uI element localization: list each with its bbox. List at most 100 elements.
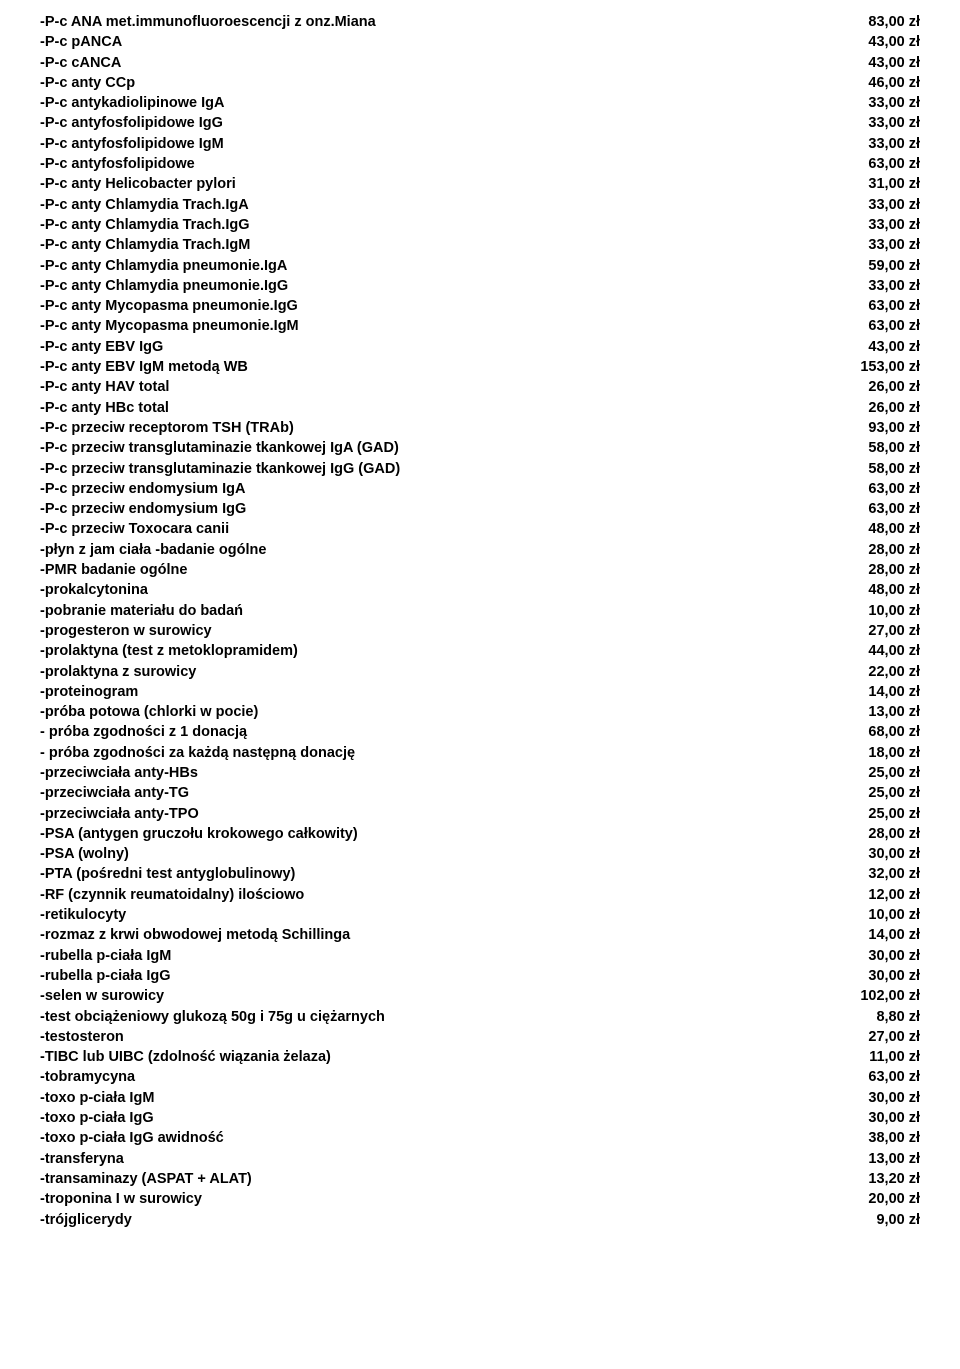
item-label: -rubella p-ciała IgG <box>40 966 171 986</box>
item-label: -P-c antyfosfolipidowe IgM <box>40 134 224 154</box>
item-price: 63,00 zł <box>856 479 920 499</box>
price-row: -P-c anty Chlamydia pneumonie.IgG33,00 z… <box>40 276 920 296</box>
price-row: -P-c cANCA43,00 zł <box>40 53 920 73</box>
price-row: -P-c anty Mycopasma pneumonie.IgM63,00 z… <box>40 316 920 336</box>
item-label: -retikulocyty <box>40 905 126 925</box>
item-price: 33,00 zł <box>856 195 920 215</box>
price-row: -P-c anty Mycopasma pneumonie.IgG63,00 z… <box>40 296 920 316</box>
price-row: -P-c anty Chlamydia Trach.IgM33,00 zł <box>40 235 920 255</box>
price-row: -retikulocyty 10,00 zł <box>40 905 920 925</box>
price-row: -tobramycyna63,00 zł <box>40 1067 920 1087</box>
item-price: 43,00 zł <box>856 53 920 73</box>
item-price: 33,00 zł <box>856 113 920 133</box>
item-price: 93,00 zł <box>856 418 920 438</box>
item-label: -PTA (pośredni test antyglobulinowy) <box>40 864 295 884</box>
item-label: -trójglicerydy <box>40 1210 132 1230</box>
item-label: -testosteron <box>40 1027 124 1047</box>
price-row: -transferyna13,00 zł <box>40 1149 920 1169</box>
price-row: -toxo p-ciała IgM30,00 zł <box>40 1088 920 1108</box>
item-price: 14,00 zł <box>856 925 920 945</box>
price-row: -rozmaz z krwi obwodowej metodą Schillin… <box>40 925 920 945</box>
item-label: -P-c przeciw endomysium IgG <box>40 499 246 519</box>
price-row: -P-c anty Chlamydia Trach.IgG33,00 zł <box>40 215 920 235</box>
item-label: -P-c anty Mycopasma pneumonie.IgG <box>40 296 298 316</box>
item-label: -P-c pANCA <box>40 32 122 52</box>
item-price: 30,00 zł <box>856 946 920 966</box>
item-price: 46,00 zł <box>856 73 920 93</box>
item-label: -prolaktyna z surowicy <box>40 662 196 682</box>
item-price: 58,00 zł <box>856 459 920 479</box>
item-label: -P-c anty Mycopasma pneumonie.IgM <box>40 316 299 336</box>
item-price: 43,00 zł <box>856 337 920 357</box>
price-row: -P-c anty HBc total26,00 zł <box>40 398 920 418</box>
item-price: 18,00 zł <box>856 743 920 763</box>
item-price: 13,20 zł <box>856 1169 920 1189</box>
price-row: - próba zgodności z 1 donacją68,00 zł <box>40 722 920 742</box>
price-row: -rubella p-ciała IgG 30,00 zł <box>40 966 920 986</box>
price-row: -P-c przeciw endomysium IgG 63,00 zł <box>40 499 920 519</box>
item-label: -PSA (wolny) <box>40 844 129 864</box>
price-row: -prokalcytonina48,00 zł <box>40 580 920 600</box>
item-price: 30,00 zł <box>856 966 920 986</box>
item-label: -P-c anty EBV IgM metodą WB <box>40 357 248 377</box>
item-price: 38,00 zł <box>856 1128 920 1148</box>
item-price: 28,00 zł <box>856 824 920 844</box>
item-price: 8,80 zł <box>864 1007 920 1027</box>
price-row: -trójglicerydy 9,00 zł <box>40 1210 920 1230</box>
item-price: 33,00 zł <box>856 134 920 154</box>
item-price: 27,00 zł <box>856 1027 920 1047</box>
price-row: -P-c anty Helicobacter pylori31,00 zł <box>40 174 920 194</box>
item-label: -P-c anty EBV IgG <box>40 337 163 357</box>
item-price: 63,00 zł <box>856 499 920 519</box>
item-price: 58,00 zł <box>856 438 920 458</box>
item-label: -P-c anty Chlamydia Trach.IgG <box>40 215 250 235</box>
item-price: 25,00 zł <box>856 763 920 783</box>
item-label: -próba potowa (chlorki w pocie) <box>40 702 258 722</box>
price-row: -P-c pANCA43,00 zł <box>40 32 920 52</box>
price-row: - próba zgodności za każdą następną dona… <box>40 743 920 763</box>
item-label: -P-c anty Chlamydia Trach.IgM <box>40 235 250 255</box>
price-row: -P-c anty CCp46,00 zł <box>40 73 920 93</box>
item-price: 9,00 zł <box>864 1210 920 1230</box>
item-price: 26,00 zł <box>856 377 920 397</box>
price-row: -płyn z jam ciała -badanie ogólne28,00 z… <box>40 540 920 560</box>
item-price: 30,00 zł <box>856 1108 920 1128</box>
item-price: 33,00 zł <box>856 93 920 113</box>
item-label: -P-c przeciw endomysium IgA <box>40 479 245 499</box>
item-label: -test obciążeniowy glukozą 50g i 75g u c… <box>40 1007 385 1027</box>
price-row: -transaminazy (ASPAT + ALAT) 13,20 zł <box>40 1169 920 1189</box>
item-label: -tobramycyna <box>40 1067 135 1087</box>
item-label: -troponina I w surowicy <box>40 1189 202 1209</box>
item-label: -płyn z jam ciała -badanie ogólne <box>40 540 266 560</box>
item-price: 32,00 zł <box>856 864 920 884</box>
price-row: -przeciwciała anty-TPO25,00 zł <box>40 804 920 824</box>
price-row: -toxo p-ciała IgG awidność38,00 zł <box>40 1128 920 1148</box>
price-row: -PTA (pośredni test antyglobulinowy) 32,0… <box>40 864 920 884</box>
item-label: -prolaktyna (test z metoklopramidem) <box>40 641 298 661</box>
price-row: -pobranie materiału do badań10,00 zł <box>40 601 920 621</box>
price-row: -proteinogram14,00 zł <box>40 682 920 702</box>
item-label: -transaminazy (ASPAT + ALAT) <box>40 1169 252 1189</box>
item-price: 44,00 zł <box>856 641 920 661</box>
item-price: 22,00 zł <box>856 662 920 682</box>
price-row: -P-c przeciw transglutaminazie tkankowej… <box>40 459 920 479</box>
price-row: -P-c anty EBV IgG 43,00 zł <box>40 337 920 357</box>
price-row: -P-c przeciw Toxocara canii48,00 zł <box>40 519 920 539</box>
item-label: -P-c antyfosfolipidowe <box>40 154 195 174</box>
price-row: -przeciwciała anty-TG25,00 zł <box>40 783 920 803</box>
price-row: -testosteron 27,00 zł <box>40 1027 920 1047</box>
price-row: -P-c antyfosfolipidowe63,00 zł <box>40 154 920 174</box>
item-label: -P-c anty Helicobacter pylori <box>40 174 236 194</box>
item-label: -selen w surowicy <box>40 986 164 1006</box>
item-price: 20,00 zł <box>856 1189 920 1209</box>
item-price: 13,00 zł <box>856 1149 920 1169</box>
item-label: -P-c przeciw transglutaminazie tkankowej… <box>40 459 400 479</box>
price-row: -P-c anty HAV total26,00 zł <box>40 377 920 397</box>
item-price: 14,00 zł <box>856 682 920 702</box>
price-row: -P-c anty EBV IgM metodą WB 153,00 zł <box>40 357 920 377</box>
price-row: -prolaktyna (test z metoklopramidem) 44,0… <box>40 641 920 661</box>
item-price: 10,00 zł <box>856 905 920 925</box>
price-row: -progesteron w surowicy27,00 zł <box>40 621 920 641</box>
item-price: 153,00 zł <box>848 357 920 377</box>
item-price: 48,00 zł <box>856 580 920 600</box>
